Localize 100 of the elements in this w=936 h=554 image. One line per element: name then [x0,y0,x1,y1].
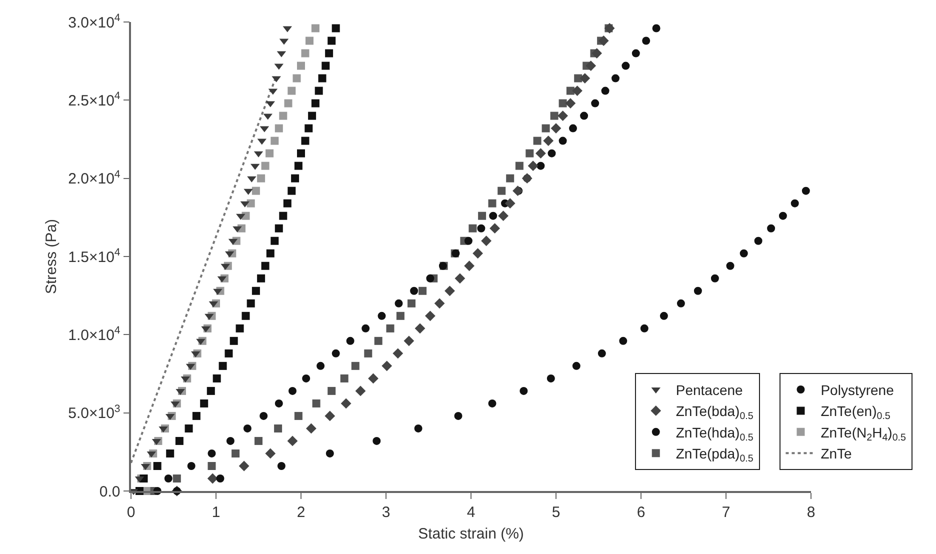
point [550,123,562,134]
legend-label: ZnTe(en)$_{0.5}$ [820,403,891,422]
point [490,223,500,234]
point [569,124,577,132]
point [254,436,262,445]
point [322,62,330,70]
point [536,148,546,159]
point [325,49,334,58]
point [598,36,609,46]
point [488,199,496,208]
point [426,274,434,282]
point [184,424,193,432]
point [274,424,282,432]
point [382,360,392,372]
point [208,462,216,470]
x-tick-label: 7 [722,504,730,521]
point [252,286,260,295]
point [374,336,382,345]
x-tick-label: 6 [636,504,646,521]
point [301,49,310,58]
x-tick-label: 2 [296,504,306,521]
point [164,474,172,482]
point [166,449,174,458]
y-tick-label: 2.5×10$^{4}$ [68,90,120,110]
point [464,236,472,245]
point [386,324,394,332]
point [542,124,550,132]
point [454,412,462,420]
point [572,362,580,370]
x-tick-label: 8 [806,504,816,521]
point [454,273,466,284]
point [414,424,422,432]
point [270,136,279,145]
y-tick-label: 3.0×10$^{4}$ [68,12,120,32]
point [726,262,734,270]
point [208,449,216,458]
point [591,99,600,108]
x-tick-label: 4 [466,504,476,521]
point [212,374,221,382]
point [425,310,436,322]
point [230,336,238,345]
point [328,386,336,395]
point [274,399,283,408]
point [287,436,298,446]
y-tick-label: 0.0 [99,483,120,500]
point [566,86,574,95]
point [312,399,320,408]
point [242,312,250,320]
point [277,462,286,470]
point [207,473,218,484]
point [767,224,776,232]
point [306,423,316,434]
y-tick-label: 1.0×10$^{4}$ [68,324,120,344]
point [558,99,567,108]
point [550,112,558,120]
point [694,286,702,295]
point [546,374,555,382]
point [340,374,348,382]
point [396,312,404,320]
point [232,449,240,458]
point [304,124,313,132]
point [660,312,668,320]
point [612,74,620,82]
point [580,112,588,120]
point [488,399,496,408]
point [301,136,310,145]
point [311,99,320,108]
point [410,286,418,295]
point [652,24,660,32]
point [778,212,787,220]
x-tick-label: 1 [212,504,220,521]
point [802,186,810,195]
point [622,62,630,70]
point [236,324,244,332]
point [308,112,316,120]
point [266,149,274,158]
point [489,212,498,220]
point [619,336,628,345]
point [498,186,506,195]
point [216,474,224,482]
point [324,410,336,422]
point [288,186,296,195]
point [270,236,279,245]
point [279,112,288,120]
point [642,36,650,45]
point [238,460,250,472]
point [404,336,414,346]
point [279,212,288,220]
point [586,60,596,71]
legend-label: ZnTe [820,446,852,462]
point [316,362,325,370]
point [311,24,320,32]
point [372,436,381,445]
point [543,136,554,146]
point [261,162,270,170]
point [368,373,378,384]
y-tick-label: 1.5×10$^{4}$ [68,246,120,266]
point [632,49,640,58]
point [592,48,602,58]
point [243,424,252,432]
